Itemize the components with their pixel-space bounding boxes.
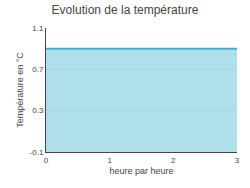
svg-text:3: 3 bbox=[235, 156, 240, 165]
svg-text:0: 0 bbox=[44, 156, 49, 165]
svg-text:0.7: 0.7 bbox=[32, 65, 44, 74]
svg-text:-0.1: -0.1 bbox=[30, 148, 44, 157]
svg-text:0.3: 0.3 bbox=[32, 106, 44, 115]
svg-text:Evolution de la température: Evolution de la température bbox=[52, 3, 199, 17]
svg-text:1.1: 1.1 bbox=[32, 24, 44, 33]
svg-text:1: 1 bbox=[107, 156, 112, 165]
svg-text:Température en °C: Température en °C bbox=[15, 52, 25, 128]
svg-text:2: 2 bbox=[171, 156, 176, 165]
svg-text:heure par heure: heure par heure bbox=[109, 166, 173, 176]
